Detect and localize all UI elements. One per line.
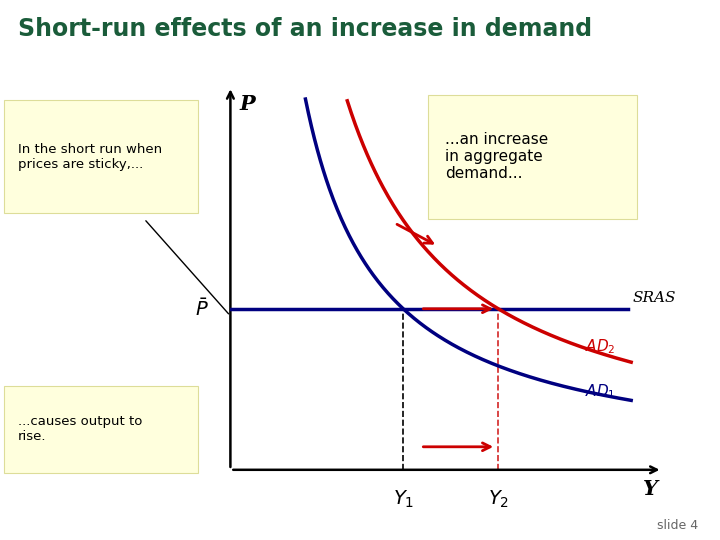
Text: ...an increase
in aggregate
demand...: ...an increase in aggregate demand...: [445, 132, 548, 181]
Text: $AD_1$: $AD_1$: [585, 382, 616, 401]
Text: $Y_2$: $Y_2$: [487, 489, 509, 510]
Text: $\bar{P}$: $\bar{P}$: [195, 298, 209, 320]
Text: ...causes output to
rise.: ...causes output to rise.: [18, 415, 143, 443]
Text: P: P: [239, 94, 255, 114]
Text: SRAS: SRAS: [632, 291, 675, 305]
Text: Y: Y: [643, 479, 658, 499]
Text: In the short run when
prices are sticky,...: In the short run when prices are sticky,…: [18, 143, 162, 171]
Text: $AD_2$: $AD_2$: [585, 338, 616, 356]
Text: slide 4: slide 4: [657, 519, 698, 532]
Text: Short-run effects of an increase in demand: Short-run effects of an increase in dema…: [18, 17, 592, 41]
Text: $Y_1$: $Y_1$: [392, 489, 414, 510]
